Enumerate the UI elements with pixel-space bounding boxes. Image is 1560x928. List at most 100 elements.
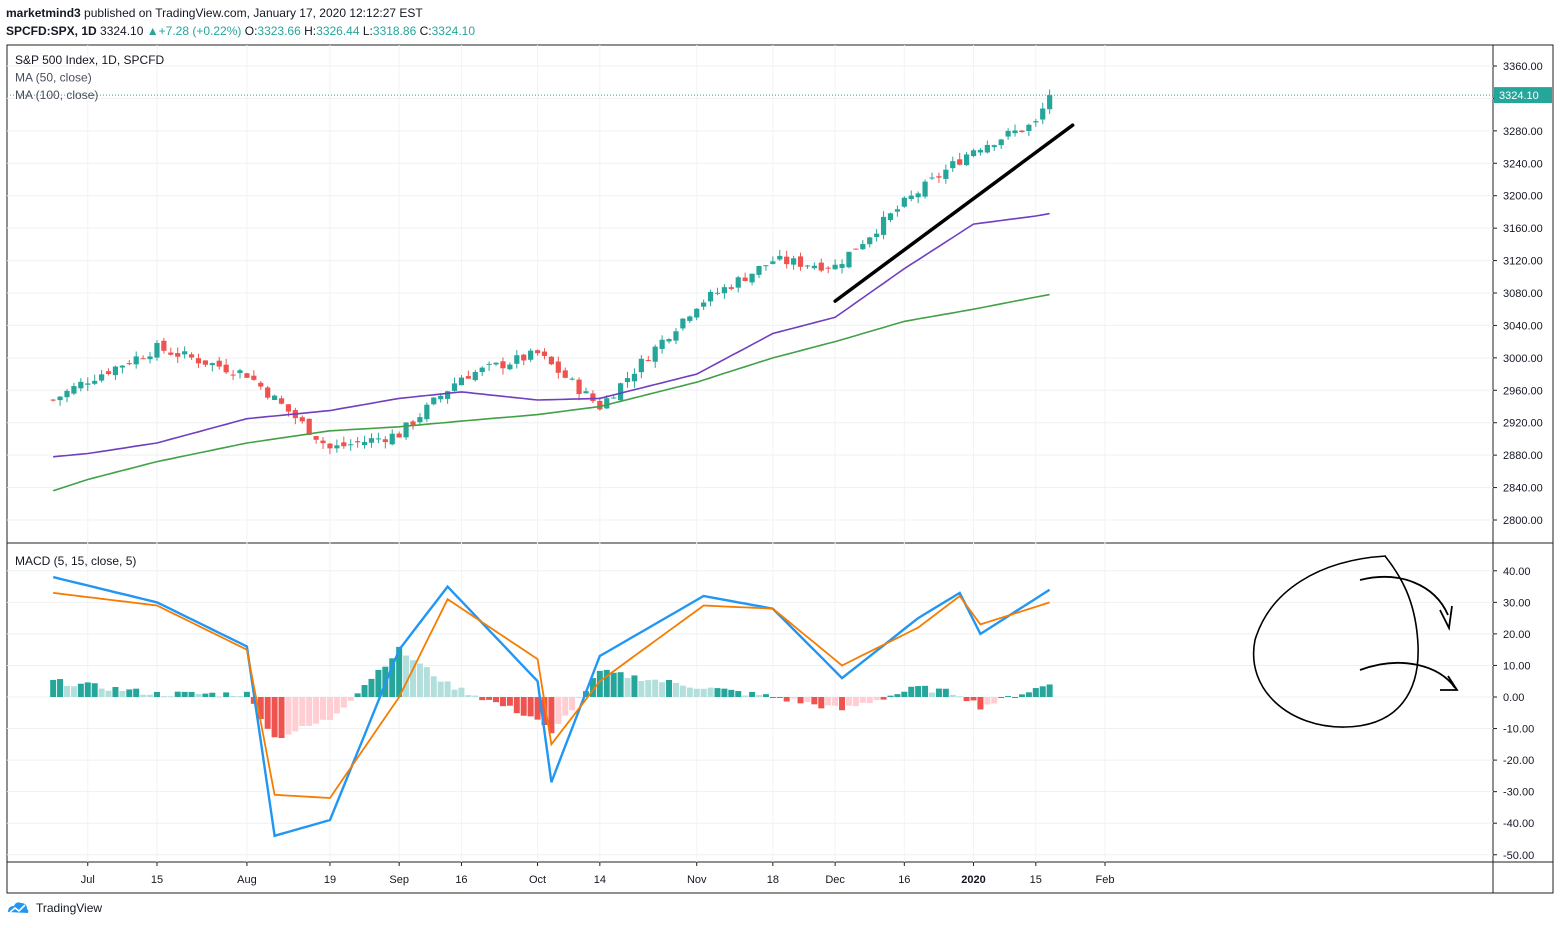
freehand-circle-drawing[interactable] [1252,555,1419,728]
histogram-bar [520,697,527,716]
candle-up [445,391,451,399]
histogram-bar [105,690,112,697]
histogram-bar [472,695,479,697]
histogram-bar [195,694,202,697]
candle-up [479,367,485,373]
price-tick-label: 3040.00 [1503,320,1543,332]
freehand-arrow-down-icon[interactable] [1359,662,1459,691]
histogram-bar [534,697,541,720]
candle-down [465,376,471,379]
candle-up [1033,121,1039,123]
candle-up [368,438,375,443]
publish-line: marketmind3 published on TradingView.com… [6,4,475,22]
footer-brand[interactable]: TradingView [6,900,102,916]
candle-down [597,400,603,410]
candle-down [161,340,167,351]
histogram-bar [458,687,465,697]
macd-tick-label: -20.00 [1503,755,1534,767]
histogram-bar [894,694,901,697]
candle-up [638,358,644,373]
histogram-bar [562,697,569,716]
candle-down [327,443,333,449]
histogram-bar [119,691,126,697]
candle-up [112,366,119,376]
histogram-bar [845,697,852,706]
histogram-bar [292,697,299,732]
candle-up [85,383,91,385]
histogram-bar [202,693,209,697]
candle-up [964,154,970,166]
histogram-bar [991,697,998,704]
histogram-bar [749,691,756,697]
histogram-bar [756,695,762,697]
candle-down [140,358,146,360]
histogram-bar [57,679,64,697]
candle-down [555,361,561,373]
candle-down [521,354,527,361]
histogram-bar [77,683,84,697]
candle-up [721,287,727,294]
candle-up [182,351,188,355]
price-legend-ma: MA (50, close) [15,71,92,85]
time-tick-label: 16 [898,874,910,886]
trendline-drawing[interactable] [833,123,1075,303]
price-tick-label: 3080.00 [1503,288,1543,300]
histogram-bar [693,688,700,697]
ma50-line [53,212,1050,458]
histogram-bar [264,697,271,729]
histogram-bar [444,681,451,697]
histogram-bar [223,692,230,697]
candle-down [500,361,506,369]
candle-down [355,441,361,443]
candle-up [451,383,458,391]
candle-up [424,404,430,420]
histogram-bar [285,697,292,735]
symbol-label[interactable]: SPCFD:SPX, 1D [6,24,97,38]
histogram-bar [1046,684,1053,697]
candle-up [880,216,887,235]
price-legend-title: S&P 500 Index, 1D, SPCFD [15,53,165,67]
histogram-bar [1018,694,1025,697]
high-value: 3326.44 [316,24,360,38]
change-arrow-icon: ▲ [146,24,159,38]
candle-up [604,398,610,409]
histogram-bar [721,688,728,697]
candle-up [631,373,638,382]
candle-up [943,169,949,179]
candle-down [105,371,112,375]
candle-down [382,439,388,443]
histogram-bar [403,655,410,697]
time-tick-label: Nov [687,874,707,886]
histogram-bar [970,697,977,701]
histogram-bar [873,697,880,700]
histogram-bar [852,697,859,707]
histogram-bar [963,697,970,702]
candle-up [777,255,783,260]
candle-down [541,351,548,356]
histogram-bar [237,696,243,698]
open-label: O: [244,24,258,38]
freehand-arrow-up-icon[interactable] [1359,576,1453,632]
macd-tick-label: 30.00 [1503,597,1531,609]
publisher-name[interactable]: marketmind3 [6,6,81,20]
candle-down [223,364,229,373]
histogram-bar [1039,686,1046,697]
candle-down [1019,130,1025,133]
candle-down [320,440,326,444]
histogram-bar [423,667,430,697]
candle-down [195,358,202,364]
time-tick-label: 15 [1030,874,1042,886]
candle-up [375,438,381,440]
macd-tick-label: -10.00 [1503,724,1534,736]
time-tick-label: 18 [767,874,779,886]
histogram-bar [790,697,797,699]
candle-up [763,265,769,267]
last-price: 3324.10 [100,24,144,38]
histogram-bar [569,697,576,711]
histogram-bar [555,697,562,724]
candle-down [936,176,942,178]
low-value: 3318.86 [372,24,417,38]
histogram-bar [686,687,693,697]
candle-up [887,213,894,221]
